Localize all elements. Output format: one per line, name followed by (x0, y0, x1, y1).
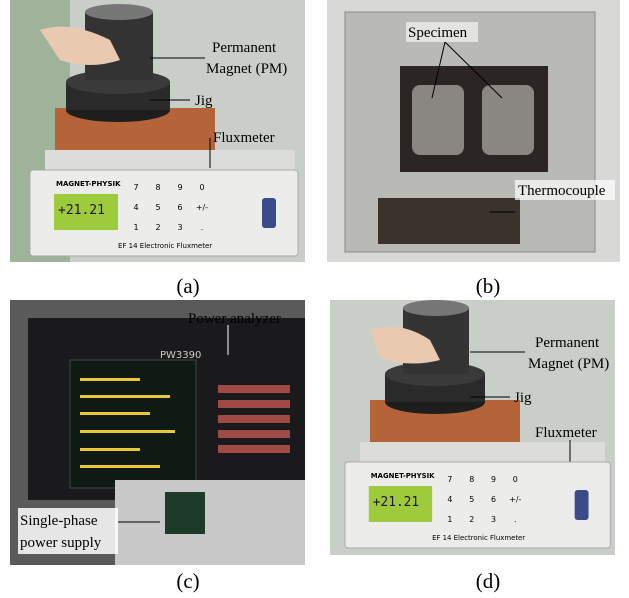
annotation: power supply (20, 535, 102, 551)
panel-c: PW3390 Power analyzer Single-phase power… (10, 300, 305, 565)
key-label: 8 (469, 475, 474, 484)
key-label: 3 (177, 223, 182, 232)
key-label: 9 (177, 183, 182, 192)
annotation: Permanent (535, 335, 600, 351)
base (360, 442, 605, 462)
key-label: 7 (133, 183, 138, 192)
fluxmeter: MAGNET-PHYSIK +21.21 EF 14 Electronic Flux… (345, 462, 610, 548)
connector (262, 198, 276, 228)
connector (575, 490, 589, 520)
key-label: 4 (447, 495, 452, 504)
supply-screen (165, 492, 205, 534)
annotation: Single-phase (20, 513, 98, 529)
brand-label: MAGNET-PHYSIK (371, 472, 435, 480)
annotation: Thermocouple (518, 183, 606, 199)
key-label: 8 (155, 183, 160, 192)
annotation: Jig (195, 93, 213, 109)
key-label: 2 (155, 223, 160, 232)
caption: (b) (476, 274, 501, 298)
key-label: 7 (447, 475, 452, 484)
annotation: Fluxmeter (213, 130, 275, 146)
key-label: 5 (469, 495, 474, 504)
caption: (c) (176, 569, 199, 593)
annotation: Power analyzer (188, 311, 281, 327)
key-label: 1 (133, 223, 138, 232)
panel-a: Permanent Magnet (PM) Jig Fluxmeter MAGN… (10, 0, 305, 262)
specimen (482, 85, 534, 155)
thermocouple-photo (378, 198, 520, 244)
model-label: EF 14 Electronic Fluxmeter (432, 534, 525, 542)
model-label: EF 14 Electronic Fluxmeter (118, 242, 212, 250)
key-label: 2 (469, 515, 474, 524)
key-label: 3 (491, 515, 496, 524)
annotation: Jig (514, 390, 532, 406)
base (45, 150, 295, 172)
magnet (85, 4, 153, 20)
display-reading: +21.21 (373, 495, 419, 510)
annotation: Fluxmeter (535, 425, 597, 441)
panel-d: Permanent Magnet (PM) Jig Fluxmeter MAGN… (330, 300, 615, 555)
key-label: . (201, 223, 204, 232)
caption: (d) (476, 569, 501, 593)
panel-b: Specimen Thermocouple (327, 0, 620, 262)
key-label: 5 (155, 203, 160, 212)
specimen (412, 85, 464, 155)
key-label: +/- (196, 203, 208, 212)
annotation: Specimen (408, 25, 468, 41)
caption: (a) (176, 274, 199, 298)
model-label: PW3390 (160, 350, 201, 361)
annotation: Magnet (PM) (528, 356, 609, 372)
key-label: 6 (491, 495, 496, 504)
fluxmeter: MAGNET-PHYSIK +21.21 EF 14 Electronic Flux… (30, 170, 298, 256)
brand-label: MAGNET-PHYSIK (56, 180, 121, 188)
key-label: 0 (513, 475, 518, 484)
key-label: 9 (491, 475, 496, 484)
key-label: . (514, 515, 517, 524)
annotation: Magnet (PM) (206, 61, 287, 77)
key-label: 1 (447, 515, 452, 524)
key-label: 6 (177, 203, 182, 212)
display-reading: +21.21 (58, 203, 105, 218)
magnet (403, 300, 469, 316)
figure: Permanent Magnet (PM) Jig Fluxmeter MAGN… (0, 0, 629, 598)
key-label: 0 (199, 183, 204, 192)
annotation: Permanent (212, 40, 277, 56)
key-label: +/- (509, 495, 521, 504)
key-label: 4 (133, 203, 138, 212)
